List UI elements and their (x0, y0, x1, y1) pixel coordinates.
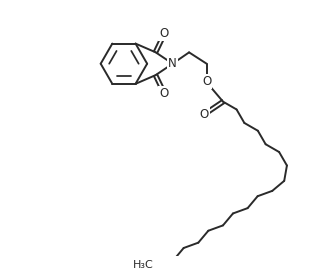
Text: O: O (200, 108, 209, 121)
Text: O: O (159, 87, 168, 100)
Text: N: N (168, 57, 177, 70)
Text: O: O (202, 75, 211, 88)
Text: O: O (159, 27, 168, 40)
Text: H₃C: H₃C (133, 260, 154, 270)
